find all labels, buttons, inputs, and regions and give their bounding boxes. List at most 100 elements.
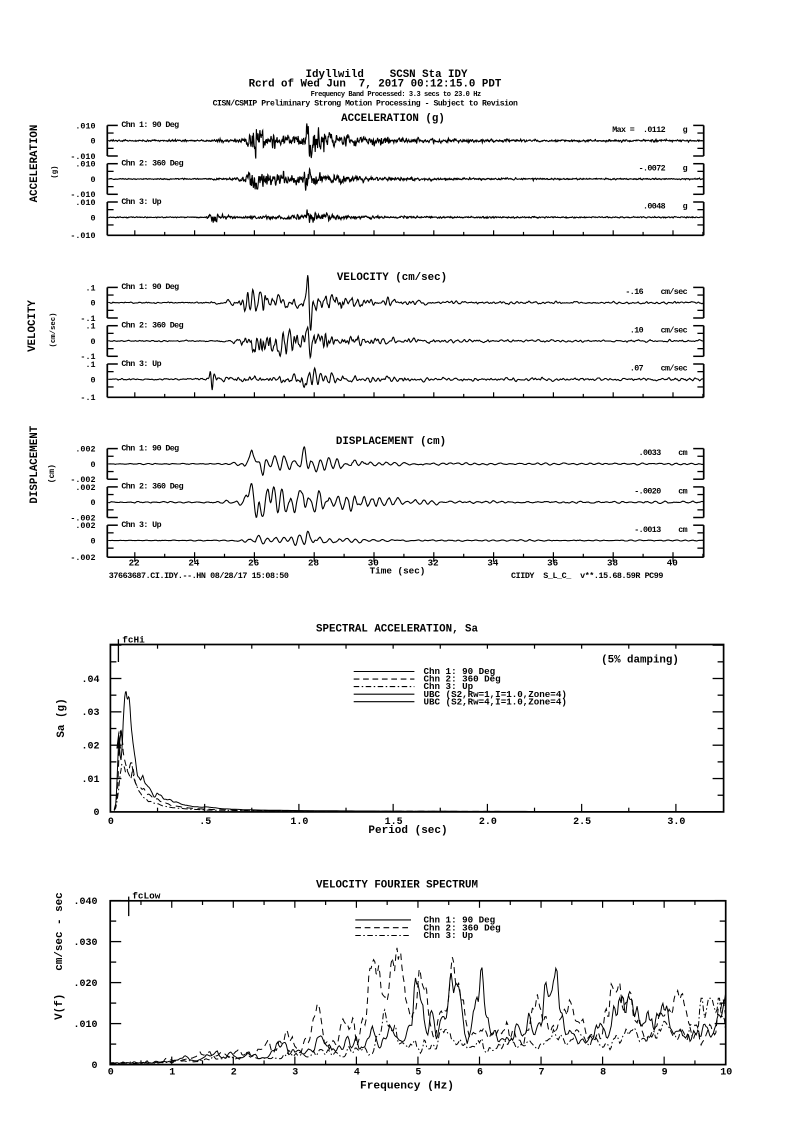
svg-text:0: 0 <box>90 137 95 147</box>
svg-text:0: 0 <box>90 537 95 547</box>
svg-text:(cm/sec): (cm/sec) <box>50 312 58 347</box>
svg-text:(cm): (cm) <box>48 464 57 483</box>
svg-text:V(f): V(f) <box>54 994 66 1020</box>
svg-text:fcLow: fcLow <box>132 891 161 902</box>
svg-text:.04: .04 <box>81 675 99 686</box>
svg-text:.010: .010 <box>73 1020 97 1031</box>
svg-text:fcHi: fcHi <box>122 635 145 646</box>
svg-text:-.1: -.1 <box>80 393 95 403</box>
svg-text:.1: .1 <box>85 283 95 293</box>
svg-text:CIIDY S_L_C_ v**.15.68.59R P: CIIDY S_L_C_ v**.15.68.59R PC99 <box>511 571 663 581</box>
svg-text:.10 cm/sec: .10 cm/sec <box>630 325 688 335</box>
svg-text:Chn 1: 90 Deg: Chn 1: 90 Deg <box>424 915 496 926</box>
svg-text:.020: .020 <box>73 979 97 990</box>
svg-text:-.010: -.010 <box>70 190 95 200</box>
svg-text:8: 8 <box>600 1067 606 1078</box>
svg-text:Chn 1: 90 Deg: Chn 1: 90 Deg <box>121 120 179 130</box>
svg-text:0: 0 <box>108 817 114 828</box>
svg-text:0: 0 <box>90 213 95 223</box>
svg-text:10: 10 <box>720 1067 732 1078</box>
svg-text:-.002: -.002 <box>70 553 95 563</box>
svg-text:.040: .040 <box>73 897 97 908</box>
svg-text:Chn 1: 90 Deg: Chn 1: 90 Deg <box>121 282 179 292</box>
svg-text:0: 0 <box>90 299 95 309</box>
svg-text:Max = .0112 g: Max = .0112 g <box>612 126 687 135</box>
svg-text:Chn 1: 90 Deg: Chn 1: 90 Deg <box>424 666 496 677</box>
svg-text:.02: .02 <box>81 742 99 753</box>
svg-text:1.5: 1.5 <box>385 817 403 828</box>
svg-text:Chn 2: 360 Deg: Chn 2: 360 Deg <box>121 482 183 492</box>
svg-text:(5% damping): (5% damping) <box>601 655 679 667</box>
svg-text:3.0: 3.0 <box>667 817 685 828</box>
svg-text:.1: .1 <box>85 322 95 332</box>
svg-text:Rcrd of Wed Jun 7, 2017 00:12: Rcrd of Wed Jun 7, 2017 00:12:15.0 PDT <box>249 78 502 90</box>
svg-text:.010: .010 <box>75 160 95 170</box>
svg-text:0: 0 <box>108 1067 114 1078</box>
svg-text:.0033 cm: .0033 cm <box>639 449 688 458</box>
svg-text:cm/sec - sec: cm/sec - sec <box>54 892 66 970</box>
svg-text:3: 3 <box>292 1067 298 1078</box>
svg-text:Time (sec): Time (sec) <box>370 566 426 577</box>
svg-text:VELOCITY: VELOCITY <box>27 300 39 352</box>
svg-text:0: 0 <box>90 498 95 508</box>
svg-text:1.0: 1.0 <box>290 817 308 828</box>
svg-text:0: 0 <box>90 175 95 185</box>
svg-text:.010: .010 <box>75 121 95 131</box>
svg-text:Frequency (Hz): Frequency (Hz) <box>360 1081 454 1093</box>
svg-text:DISPLACEMENT: DISPLACEMENT <box>29 425 41 503</box>
svg-text:32: 32 <box>428 558 439 569</box>
svg-text:Idyllwild SCSN Sta IDY: Idyllwild SCSN Sta IDY <box>306 69 469 81</box>
svg-text:CISN/CSMIP Preliminary Strong: CISN/CSMIP Preliminary Strong Motion Pro… <box>213 99 518 108</box>
svg-text:9: 9 <box>662 1067 668 1078</box>
svg-text:37663687.CI.IDY.--.HN 08/28/17: 37663687.CI.IDY.--.HN 08/28/17 15:08:50 <box>109 571 289 581</box>
svg-text:38: 38 <box>607 558 619 569</box>
svg-text:0: 0 <box>91 1061 97 1072</box>
svg-text:-.1: -.1 <box>80 352 95 362</box>
svg-text:.030: .030 <box>73 938 97 949</box>
svg-text:Period (sec): Period (sec) <box>368 825 447 837</box>
svg-text:2.0: 2.0 <box>479 817 497 828</box>
svg-text:Chn 3: Up: Chn 3: Up <box>121 359 161 369</box>
svg-text:Chn 2: 360 Deg: Chn 2: 360 Deg <box>424 674 501 685</box>
svg-text:Chn 2: 360 Deg: Chn 2: 360 Deg <box>121 159 183 169</box>
svg-text:Chn 2: 360 Deg: Chn 2: 360 Deg <box>121 321 183 331</box>
svg-text:.0048 g: .0048 g <box>643 203 688 212</box>
svg-text:.002: .002 <box>75 521 95 531</box>
svg-text:40: 40 <box>667 558 678 569</box>
svg-text:UBC (S2,Rw=1,I=1.0,Zone=4): UBC (S2,Rw=1,I=1.0,Zone=4) <box>424 689 567 700</box>
svg-text:-.0020 cm: -.0020 cm <box>634 488 687 497</box>
svg-text:0: 0 <box>90 460 95 470</box>
svg-text:SPECTRAL ACCELERATION, Sa: SPECTRAL ACCELERATION, Sa <box>316 624 479 636</box>
svg-text:-.010: -.010 <box>70 152 95 162</box>
svg-text:VELOCITY (cm/sec): VELOCITY (cm/sec) <box>337 272 447 284</box>
svg-text:Chn 1: 90 Deg: Chn 1: 90 Deg <box>121 443 179 453</box>
svg-text:.07 cm/sec: .07 cm/sec <box>630 364 688 374</box>
svg-text:-.010: -.010 <box>70 231 95 241</box>
svg-text:.010: .010 <box>75 198 95 208</box>
svg-text:DISPLACEMENT (cm): DISPLACEMENT (cm) <box>336 436 446 448</box>
svg-text:36: 36 <box>547 558 558 569</box>
svg-text:-.16 cm/sec: -.16 cm/sec <box>625 287 687 297</box>
svg-text:.002: .002 <box>75 483 95 493</box>
svg-text:0: 0 <box>93 808 99 819</box>
svg-text:4: 4 <box>354 1067 360 1078</box>
svg-text:34: 34 <box>487 558 499 569</box>
svg-text:ACCELERATION (g): ACCELERATION (g) <box>341 113 445 125</box>
svg-text:(g): (g) <box>52 165 60 178</box>
svg-text:0: 0 <box>90 375 95 385</box>
svg-text:6: 6 <box>477 1067 483 1078</box>
svg-text:0: 0 <box>90 337 95 347</box>
svg-text:.5: .5 <box>199 817 211 828</box>
svg-text:Sa (g): Sa (g) <box>56 698 68 737</box>
svg-text:-.002: -.002 <box>70 475 95 485</box>
svg-text:-.0013 cm: -.0013 cm <box>634 526 687 535</box>
svg-text:Chn 3: Up: Chn 3: Up <box>424 681 474 692</box>
svg-text:Chn 3: Up: Chn 3: Up <box>121 520 161 530</box>
svg-text:UBC (S2,Rw=4,I=1.0,Zone=4): UBC (S2,Rw=4,I=1.0,Zone=4) <box>424 696 567 707</box>
svg-text:Chn 2: 360 Deg: Chn 2: 360 Deg <box>424 922 501 933</box>
svg-text:22: 22 <box>129 558 140 569</box>
svg-text:30: 30 <box>368 558 379 569</box>
svg-text:VELOCITY FOURIER SPECTRUM: VELOCITY FOURIER SPECTRUM <box>316 880 478 892</box>
svg-text:26: 26 <box>248 558 259 569</box>
svg-text:ACCELERATION: ACCELERATION <box>29 125 41 203</box>
